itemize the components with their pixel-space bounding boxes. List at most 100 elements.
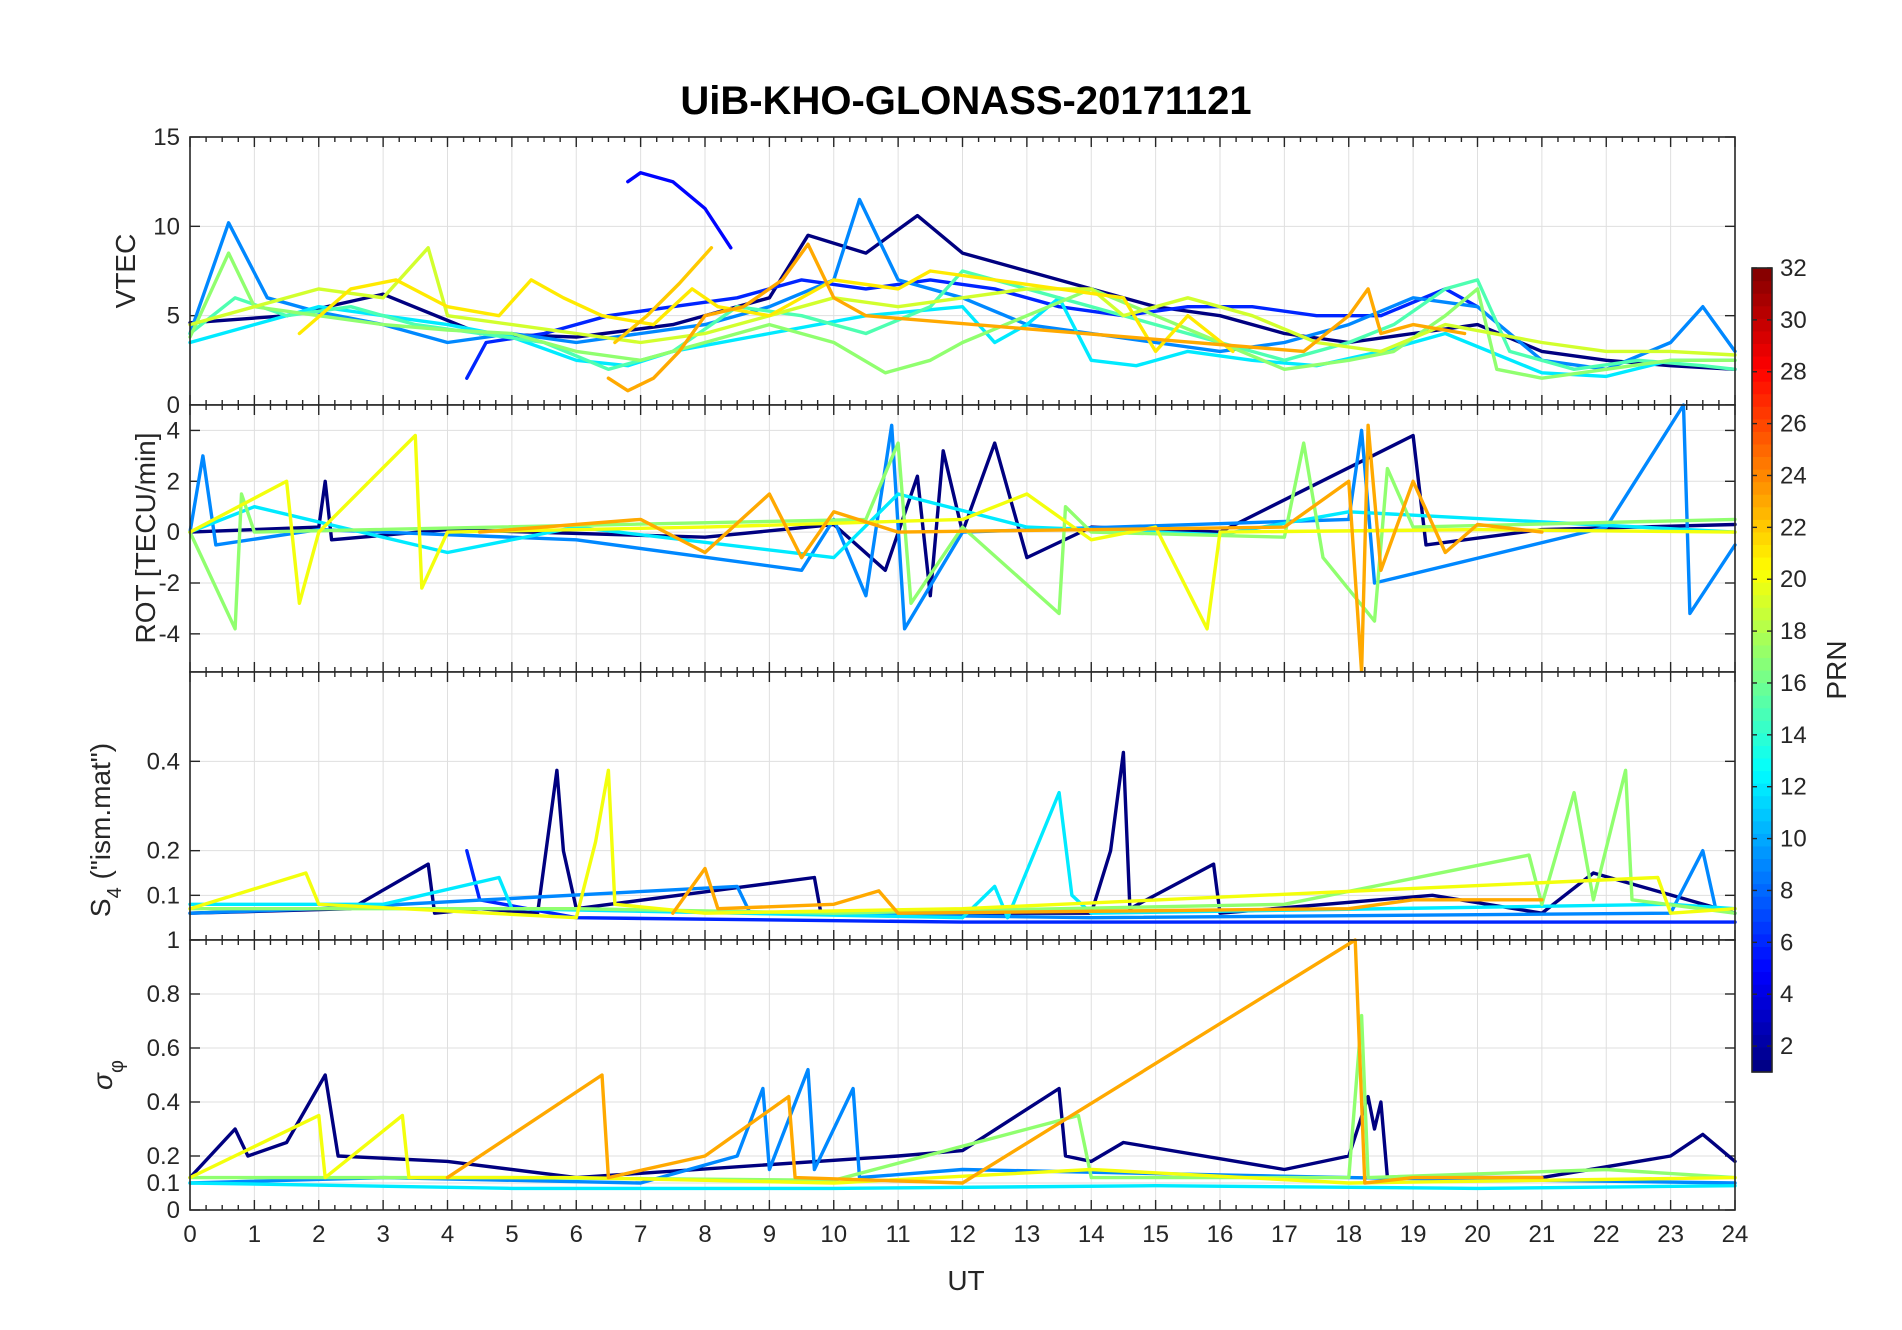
trace-prn-23: [478, 423, 1544, 674]
x-tick-label: 7: [634, 1221, 647, 1248]
trace-prn-9: [188, 849, 1737, 920]
trace-prn-20: [188, 1113, 1737, 1185]
y-tick-label: 5: [167, 303, 180, 330]
trace-prn-20: [188, 433, 1737, 631]
x-tick-label: 18: [1335, 1221, 1362, 1248]
trace-prn-23: [445, 938, 1544, 1185]
y-tick-label: -4: [159, 621, 180, 648]
trace-prn-23: [671, 866, 1544, 915]
colorbar-segment: [1752, 745, 1772, 759]
colorbar-tick-label: 26: [1780, 411, 1807, 438]
colorbar-segment: [1752, 757, 1772, 772]
colorbar-segment: [1752, 720, 1772, 734]
x-tick-label: 13: [1014, 1221, 1041, 1248]
colorbar-segment: [1752, 732, 1772, 746]
colorbar-frame: [1751, 267, 1773, 1073]
colorbar-segment: [1752, 1034, 1772, 1048]
series-sigma: [188, 938, 1737, 1191]
colorbar-segment: [1752, 871, 1772, 885]
y-tick-label: 0.2: [147, 1143, 180, 1170]
colorbar-segment: [1752, 431, 1772, 445]
trace-prn-1: [188, 433, 1737, 598]
trace-prn-9: [188, 197, 1737, 371]
colorbar-segment: [1752, 820, 1772, 834]
colorbar-segment: [1752, 494, 1772, 508]
x-tick-label: 4: [441, 1221, 454, 1248]
series-s4: [188, 750, 1737, 924]
colorbar-segment: [1752, 469, 1772, 483]
colorbar-segment: [1752, 607, 1772, 621]
y-tick-label: -2: [159, 570, 180, 597]
x-tick-label: 16: [1207, 1221, 1234, 1248]
x-tick-label: 21: [1529, 1221, 1556, 1248]
colorbar-segment: [1752, 481, 1772, 495]
x-tick-label: 6: [570, 1221, 583, 1248]
y-tick-label: 0.1: [147, 1170, 180, 1197]
colorbar-segment: [1752, 883, 1772, 897]
trace-prn-23: [606, 242, 1467, 393]
x-tick-label: 8: [698, 1221, 711, 1248]
panel-s4: 0.1 0.2 0.4 S4 ("ism.mat"): [85, 671, 1737, 941]
colorbar-tick-label: 6: [1780, 929, 1793, 956]
colorbar-segment: [1752, 569, 1772, 583]
x-tick-label: 22: [1593, 1221, 1620, 1248]
axes-frame: [189, 939, 1736, 1211]
colorbar-segment: [1752, 933, 1772, 947]
colorbar-segment: [1752, 582, 1772, 596]
x-tick-label: 1: [248, 1221, 261, 1248]
y-tick-label: 1: [167, 927, 180, 954]
colorbar-tick-label: 18: [1780, 618, 1807, 645]
x-tick-label: 12: [949, 1221, 976, 1248]
colorbar-segment: [1752, 808, 1772, 822]
colorbar-segment: [1752, 268, 1772, 282]
colorbar-segment: [1752, 833, 1772, 847]
colorbar-segment: [1752, 318, 1772, 332]
colorbar-segment: [1752, 896, 1772, 910]
trace-prn-17: [188, 251, 1737, 380]
grid-s4: [189, 672, 1736, 940]
colorbar-segment: [1752, 858, 1772, 872]
x-tick-label: 14: [1078, 1221, 1105, 1248]
colorbar-segment: [1752, 280, 1772, 294]
y-tick-label: 0.4: [147, 748, 180, 775]
x-tick-label: 9: [763, 1221, 776, 1248]
colorbar-segment: [1752, 418, 1772, 432]
colorbar-segment: [1752, 921, 1772, 935]
colorbar-segment: [1752, 770, 1772, 784]
x-tick-label: 5: [505, 1221, 518, 1248]
x-tick-label: 23: [1657, 1221, 1684, 1248]
colorbar-segment: [1752, 330, 1772, 344]
y-tick-label: 0.1: [147, 882, 180, 909]
colorbar-segment: [1752, 958, 1772, 973]
colorbar-segment: [1752, 368, 1772, 382]
colorbar-segment: [1752, 984, 1772, 998]
x-tick-label: 3: [376, 1221, 389, 1248]
colorbar-segment: [1752, 996, 1772, 1010]
trace-prn-21: [297, 269, 1235, 354]
colorbar-segment: [1752, 657, 1772, 671]
colorbar-tick-label: 30: [1780, 307, 1807, 334]
colorbar-tick-label: 4: [1780, 981, 1793, 1008]
y-tick-label: 0: [167, 1197, 180, 1224]
colorbar-segment: [1752, 1021, 1772, 1035]
y-tick-label: 0.6: [147, 1035, 180, 1062]
colorbar-segment: [1752, 406, 1772, 420]
colorbar-tick-label: 22: [1780, 514, 1807, 541]
x-tick-label: 11: [886, 1221, 911, 1248]
x-tick-label: 17: [1271, 1221, 1298, 1248]
x-tick-label: 15: [1142, 1221, 1169, 1248]
colorbar-segment: [1752, 393, 1772, 407]
y-tick-label: 15: [153, 124, 180, 151]
y-axis-label-vtec: VTEC: [110, 234, 141, 309]
colorbar-segment: [1752, 632, 1772, 646]
colorbar-segment: [1752, 381, 1772, 395]
y-tick-label: 0: [167, 519, 180, 546]
colorbar-tick-label: 14: [1780, 722, 1807, 749]
y-tick-label: 0.4: [147, 1089, 180, 1116]
colorbar-segment: [1752, 971, 1772, 985]
y-axis-label-sigma: σφ: [87, 1060, 128, 1090]
colorbar-segment: [1752, 619, 1772, 633]
